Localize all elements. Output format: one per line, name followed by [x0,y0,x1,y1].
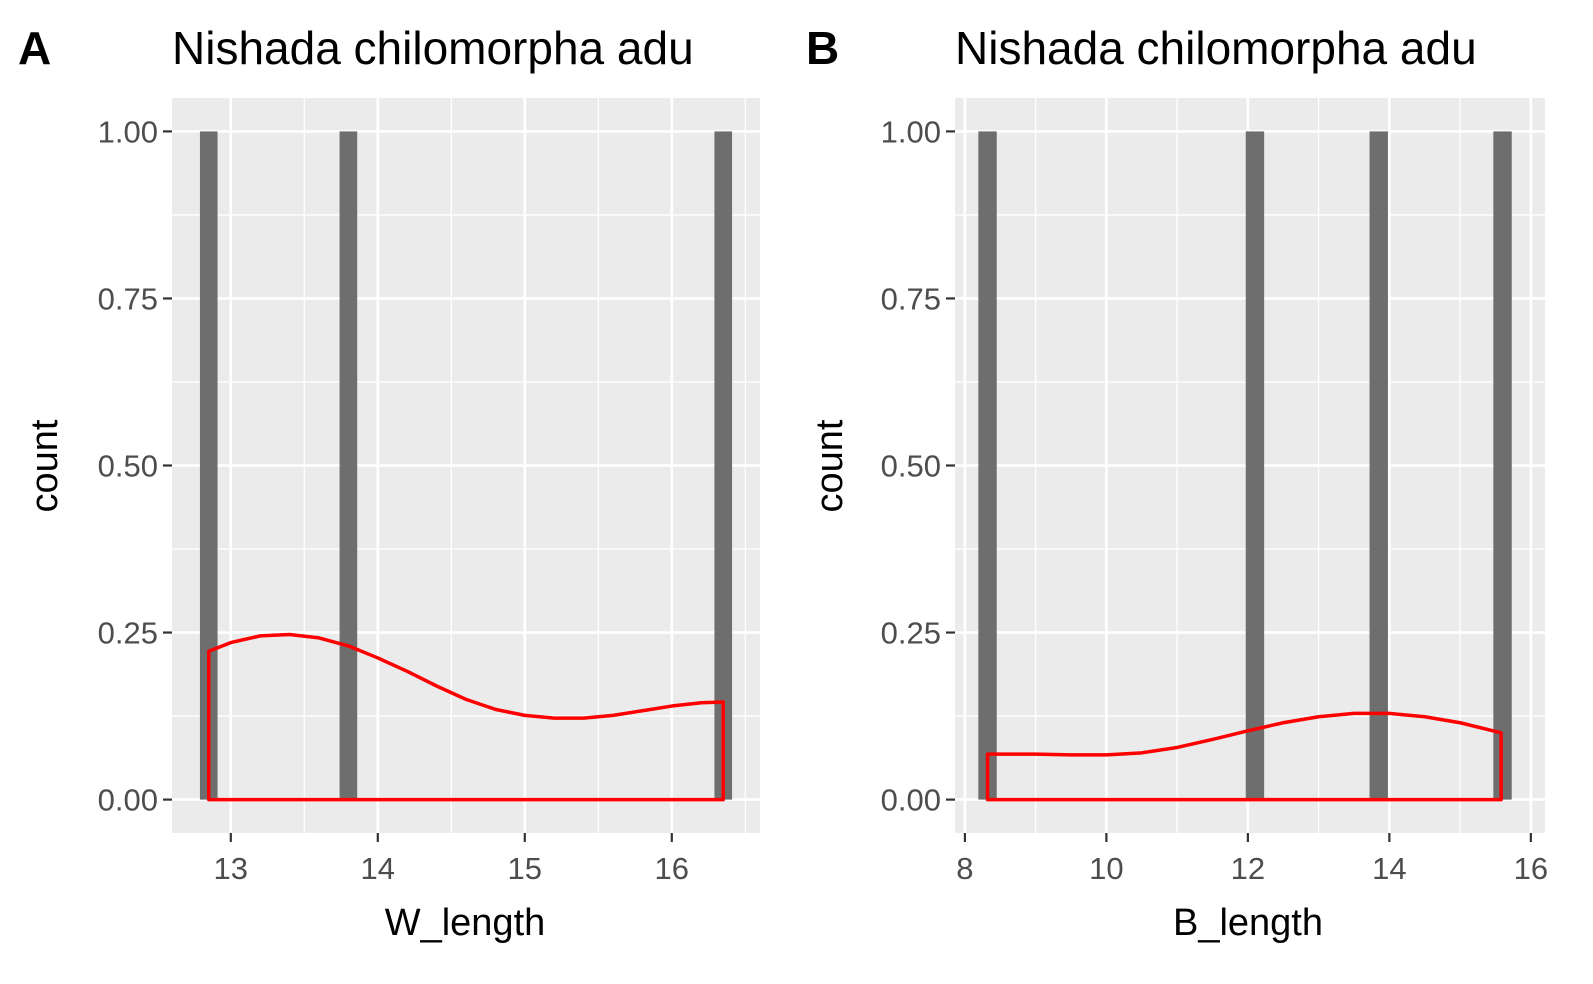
panel-b-x-tick-label: 8 [956,851,973,886]
panel-a-density-curve [207,632,725,802]
panel-a-x-tick-label: 16 [655,851,689,886]
panel-a-y-tick-label: 0.25 [98,616,158,651]
panel-a-bar-2 [339,131,358,800]
panel-b-x-tick-label: 14 [1372,851,1406,886]
panel-b-y-tick-label: 0.75 [881,281,941,316]
panel-b-y-axis: 0.00 0.25 0.50 0.75 1.00 [881,114,955,818]
panel-b-y-tick-label: 1.00 [881,114,941,149]
panel-b-x-axis: 8 10 12 14 16 [956,833,1548,886]
panel-b-y-tick-label: 0.50 [881,449,941,484]
panel-b-bar-1 [978,131,997,800]
panel-a-bars [199,131,733,800]
panel-b-x-label: B_length [1173,902,1323,944]
panel-a-y-tick-label: 0.50 [98,449,158,484]
panel-a-title: Nishada chilomorpha adu [172,22,694,74]
panel-a-y-tick-label: 1.00 [98,114,158,149]
panel-a-x-tick-label: 14 [361,851,395,886]
panel-b-y-tick-label: 0.00 [881,783,941,818]
panel-a: A Nishada chilomorpha adu 0.000.250.500.… [18,22,760,944]
panel-a-x-tick-label: 15 [508,851,542,886]
panel-b-bar-2 [1245,131,1265,800]
panel-b-title: Nishada chilomorpha adu [955,22,1477,74]
panel-a-y-axis: 0.00 0.25 0.50 0.75 1.00 [98,114,172,818]
panel-b-bar-4 [1493,131,1512,800]
panel-a-grid [172,98,760,833]
panel-b-grid [955,98,1545,833]
panel-a-y-label: count [24,419,66,512]
panel-b-tag: B [806,22,839,74]
panel-a-y-tick-label: 0.75 [98,281,158,316]
panel-a-x-tick-label: 13 [214,851,248,886]
panel-b-bars [978,131,1512,800]
panel-a-y-tick-label: 0.00 [98,783,158,818]
panel-a-x-axis: 13 14 15 16 [214,833,689,886]
panel-a-bar-3 [714,131,733,800]
panel-b-y-label: count [809,419,851,512]
panel-b-x-tick-label: 12 [1231,851,1265,886]
panel-b-bar-3 [1369,131,1388,800]
panel-a-tag: A [18,22,51,74]
panel-a-x-label: W_length [385,902,546,944]
panel-a-bar-1 [199,131,218,800]
panel-b-y-tick-label: 0.25 [881,616,941,651]
panel-b-x-tick-label: 10 [1089,851,1123,886]
panel-b-density-curve [985,711,1503,802]
panel-b: B Nishada chilomorpha adu 0.000.250.500.… [806,22,1548,944]
panel-b-x-tick-label: 16 [1514,851,1548,886]
